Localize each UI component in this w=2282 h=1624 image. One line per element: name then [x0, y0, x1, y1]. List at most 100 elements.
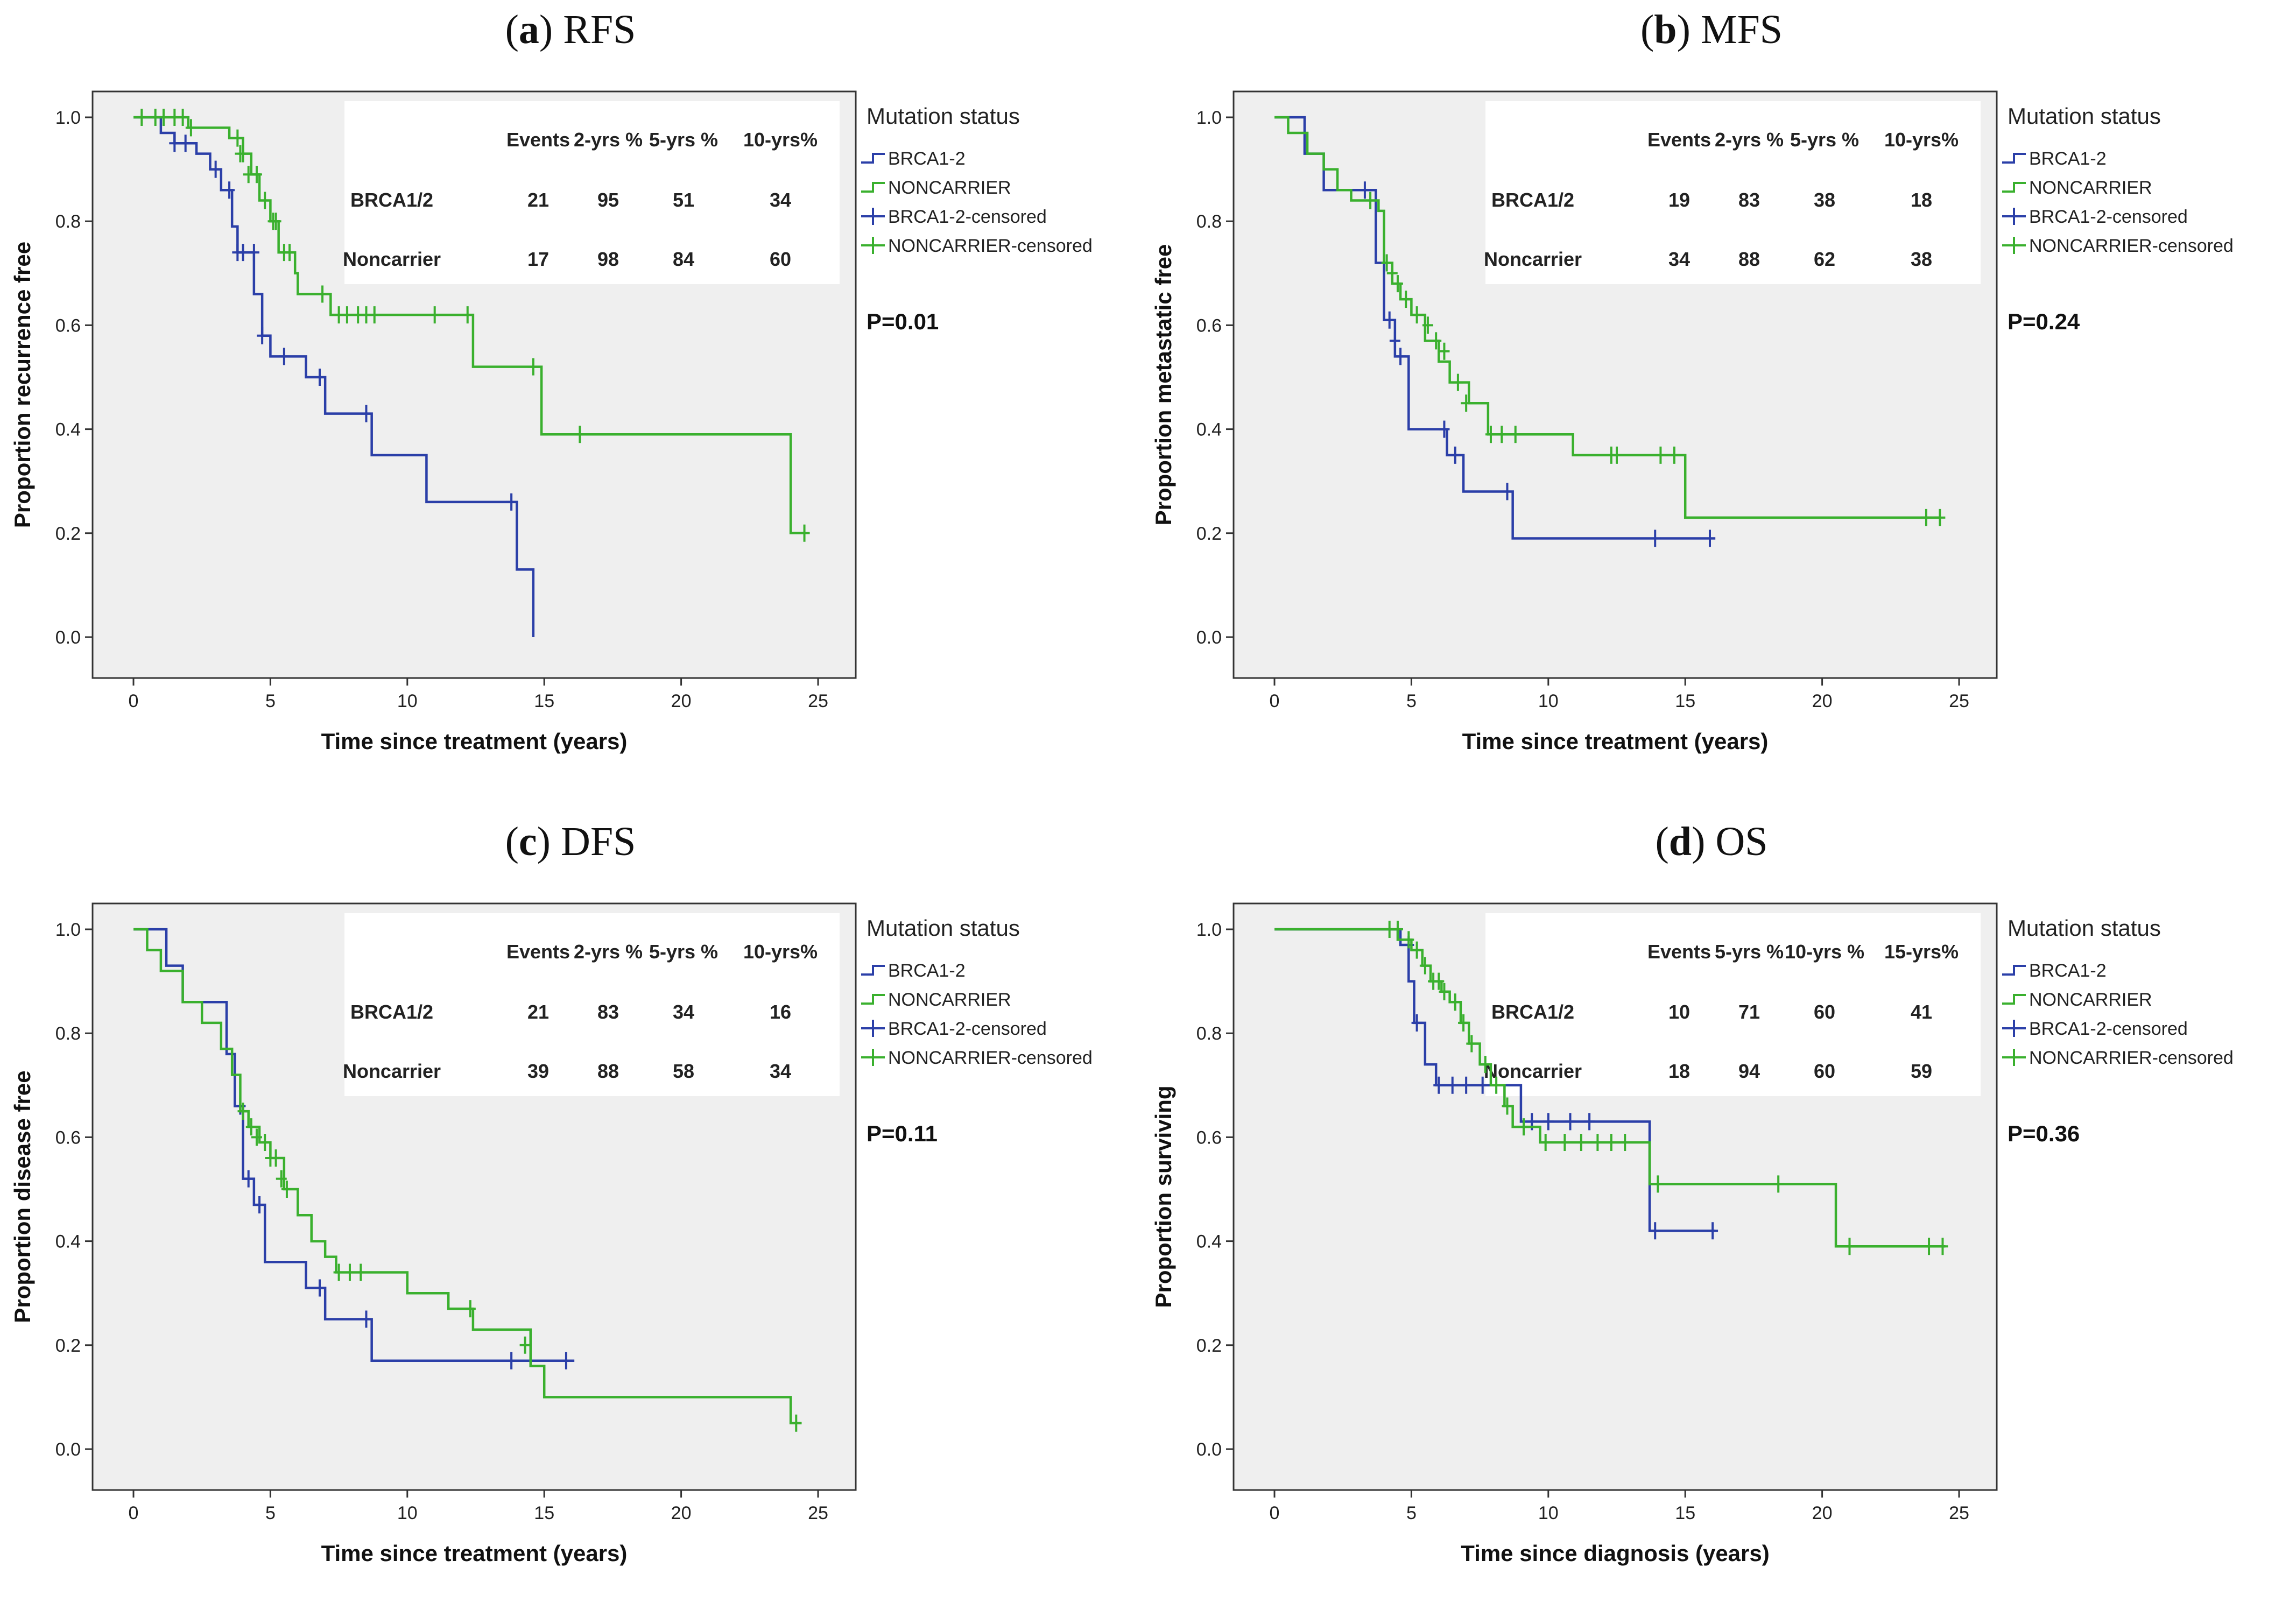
table-row-label: Noncarrier: [1484, 248, 1582, 270]
censor-mark: [429, 306, 440, 324]
legend-line-swatch: [861, 994, 885, 1005]
x-tick-label: 10: [397, 691, 418, 711]
table-cell: 18: [1668, 1060, 1690, 1082]
survival-curve: [133, 928, 802, 1424]
censor-mark: [1439, 420, 1450, 438]
x-tick-label: 20: [671, 1503, 692, 1523]
legend-entry: BRCA1-2-censored: [888, 1019, 1047, 1039]
y-tick-label: 1.0: [1196, 920, 1222, 940]
table-cell: 41: [1911, 1001, 1932, 1023]
censor-mark: [237, 244, 249, 262]
censor-mark: [284, 244, 295, 262]
legend-line-swatch: [2002, 965, 2026, 976]
censor-mark: [1392, 275, 1403, 293]
censor-mark: [317, 285, 328, 303]
censor-mark: [270, 1149, 281, 1167]
censor-mark: [185, 119, 196, 137]
censor-mark: [1592, 1134, 1603, 1152]
y-tick-label: 0.2: [55, 524, 81, 544]
legend-line-swatch: [2002, 153, 2026, 164]
legend-entry: BRCA1-2: [888, 149, 966, 169]
censor-mark: [1449, 446, 1461, 464]
x-tick-label: 15: [1675, 1503, 1695, 1523]
legend-line-swatch: [861, 965, 885, 976]
table-cell: 10: [1668, 1001, 1690, 1023]
table-header: 10-yrs%: [743, 129, 818, 151]
y-tick-label: 0.4: [1196, 1232, 1222, 1252]
censor-mark: [1477, 1076, 1488, 1094]
y-tick-label: 1.0: [55, 108, 81, 128]
y-axis-label: Proportion metastatic free: [1151, 244, 1176, 526]
table-cell: 19: [1668, 189, 1690, 211]
table-row-label: BRCA1/2: [350, 189, 433, 211]
summary-table-box: [1485, 101, 1981, 284]
censor-mark: [1449, 993, 1461, 1011]
legend-entry: BRCA1-2: [2029, 961, 2107, 981]
censor-mark: [237, 1103, 249, 1120]
table-header: 10-yrs%: [1884, 129, 1959, 151]
censor-mark: [1439, 983, 1450, 1000]
censor-mark: [1650, 1222, 1661, 1240]
table-header: Events: [506, 941, 570, 963]
table-cell: 71: [1738, 1001, 1760, 1023]
censor-mark: [799, 524, 810, 542]
table-row-label: BRCA1/2: [1491, 1001, 1574, 1023]
censor-mark: [344, 1263, 355, 1281]
table-row-label: BRCA1/2: [350, 1001, 433, 1023]
censor-mark: [1575, 1134, 1587, 1152]
x-tick-label: 0: [1270, 1503, 1280, 1523]
legend-censor-swatch: [861, 1049, 885, 1066]
y-tick-label: 0.4: [55, 1232, 81, 1252]
legend-entry: BRCA1-2-censored: [888, 207, 1047, 227]
censor-mark: [1461, 394, 1472, 412]
table-header: 5-yrs %: [649, 129, 718, 151]
table-cell: 83: [597, 1001, 619, 1023]
km-plot: 0.0 0.2 0.4 0.6 0.8 1.0 0 5 10 15 20 25 Time since d…: [1151, 902, 2234, 1566]
legend-censor-swatch: [2002, 237, 2026, 254]
censor-mark: [1433, 1076, 1445, 1094]
y-tick-label: 0.4: [1196, 420, 1222, 440]
y-tick-label: 0.8: [1196, 1023, 1222, 1044]
censor-mark: [1461, 1076, 1472, 1094]
x-tick-label: 20: [1812, 1503, 1833, 1523]
censor-mark: [1704, 529, 1715, 547]
censor-mark: [574, 426, 586, 443]
p-value: P=0.01: [867, 309, 939, 334]
table-header: 5-yrs %: [649, 941, 718, 963]
censor-mark: [251, 166, 262, 183]
y-tick-label: 0.0: [55, 1439, 81, 1460]
censor-mark: [361, 405, 372, 422]
legend-line-swatch: [861, 182, 885, 193]
table-header: 2-yrs %: [1715, 129, 1784, 151]
censor-mark: [257, 327, 268, 344]
survival-curve: [133, 116, 535, 637]
legend-entry: NONCARRIER: [888, 178, 1011, 198]
censor-mark: [1403, 931, 1414, 949]
x-tick-label: 0: [129, 1503, 139, 1523]
censor-mark: [237, 145, 249, 163]
censor-mark: [1652, 1175, 1664, 1193]
table-cell: 94: [1738, 1060, 1760, 1082]
table-cell: 60: [770, 248, 791, 270]
censor-mark: [276, 1170, 287, 1188]
censor-mark: [1543, 1113, 1554, 1131]
table-row-label: BRCA1/2: [1491, 189, 1574, 211]
table-header: 5-yrs %: [1790, 129, 1859, 151]
legend-title: Mutation status: [2008, 915, 2161, 941]
censor-mark: [1502, 1097, 1513, 1115]
x-tick-label: 0: [1270, 691, 1280, 711]
p-value: P=0.11: [867, 1121, 938, 1146]
km-plot: 0.0 0.2 0.4 0.6 0.8 1.0 0 5 10 15 20 25 Time since t…: [10, 90, 1093, 754]
table-cell: 98: [597, 248, 619, 270]
censor-mark: [158, 109, 169, 126]
censor-mark: [464, 1300, 476, 1318]
censor-mark: [259, 192, 271, 209]
x-tick-label: 25: [1949, 1503, 1969, 1523]
legend-censor-swatch: [2002, 1020, 2026, 1037]
censor-mark: [169, 135, 180, 152]
censor-mark: [1502, 483, 1513, 500]
table-row-label: Noncarrier: [343, 1060, 441, 1082]
legend-censor-swatch: [2002, 1049, 2026, 1066]
censor-mark: [1411, 306, 1422, 324]
legend-entry: NONCARRIER-censored: [2029, 236, 2234, 256]
